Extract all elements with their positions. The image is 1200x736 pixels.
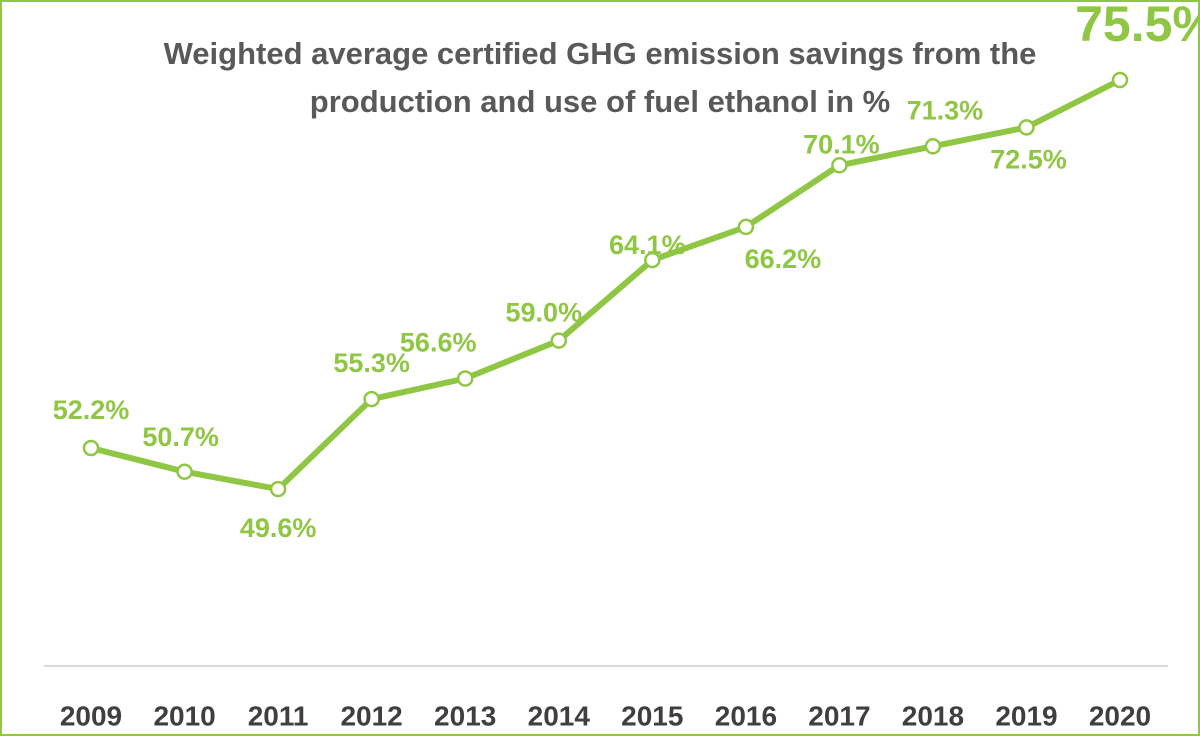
data-point-2012 [363,390,380,408]
x-tick-label-2014: 2014 [528,700,591,731]
data-label-2020: 75.5% [1075,0,1200,52]
data-point-2016 [737,218,755,236]
x-tick-label-2019: 2019 [995,700,1057,731]
data-label-2010: 50.7% [142,422,219,452]
data-point-2020 [1111,71,1129,89]
x-tick-label-2009: 2009 [60,700,122,731]
data-label-2019: 72.5% [990,145,1067,175]
data-point-2011 [269,480,287,498]
data-label-2009: 52.2% [53,395,130,425]
data-label-2011: 49.6% [240,513,317,543]
chart-title-line-2: production and use of fuel ethanol in % [309,84,891,119]
data-point-2019 [1018,119,1035,136]
chart-title: Weighted average certified GHG emission … [0,30,1200,126]
x-tick-label-2018: 2018 [902,700,964,731]
data-point-2015 [644,251,661,269]
data-point-2010 [176,463,193,480]
series-line [88,77,1123,493]
x-tick-label-2010: 2010 [153,700,215,731]
data-label-2013: 56.6% [400,328,477,358]
data-label-2016: 66.2% [745,244,822,274]
data-point-2018 [924,138,942,155]
data-point-2013 [456,370,474,387]
x-tick-label-2011: 2011 [248,700,309,731]
x-tick-label-2016: 2016 [715,700,777,731]
x-tick-label-2013: 2013 [434,700,496,731]
x-tick-label-2015: 2015 [621,700,683,731]
data-label-2015: 64.1% [609,230,686,260]
x-tick-label-2012: 2012 [340,700,402,731]
data-label-2018: 71.3% [907,95,984,125]
chart-title-line-1: Weighted average certified GHG emission … [163,36,1037,71]
data-label-2012: 55.3% [333,348,410,378]
data-point-2017 [831,157,848,174]
data-label-2014: 59.0% [506,298,583,328]
x-tick-label-2020: 2020 [1089,700,1151,731]
data-point-2014 [550,332,568,349]
data-label-2017: 70.1% [803,129,880,159]
data-point-2009 [82,439,100,457]
x-tick-label-2017: 2017 [808,700,870,731]
